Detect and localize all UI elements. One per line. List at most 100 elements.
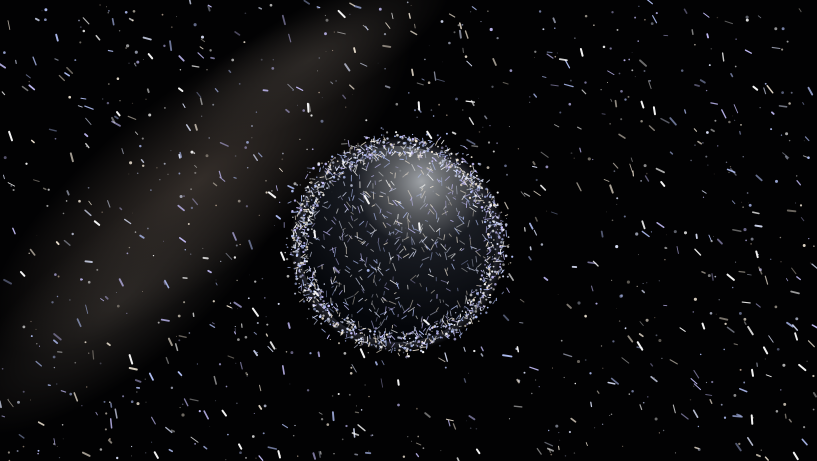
debris-particle — [314, 186, 318, 188]
debris-particle — [368, 151, 370, 153]
star — [135, 391, 138, 393]
debris-particle — [247, 297, 250, 300]
debris-particle — [387, 196, 390, 202]
star — [317, 70, 319, 72]
debris-particle — [500, 255, 503, 257]
debris-particle — [35, 360, 42, 367]
debris-particle — [380, 340, 383, 345]
debris-particle — [796, 180, 802, 186]
debris-particle — [636, 341, 644, 351]
debris-particle — [322, 165, 325, 169]
debris-particle — [489, 210, 493, 215]
debris-particle — [529, 246, 532, 251]
debris-particle — [412, 133, 414, 136]
debris-particle — [360, 146, 366, 151]
debris-particle — [391, 145, 394, 148]
debris-particle — [714, 275, 717, 278]
debris-particle — [85, 304, 89, 314]
debris-particle — [431, 157, 438, 162]
debris-particle — [412, 250, 417, 257]
debris-particle — [641, 289, 646, 294]
star — [235, 362, 237, 364]
debris-particle — [44, 8, 48, 12]
debris-particle — [337, 392, 340, 396]
debris-particle — [480, 186, 483, 190]
debris-particle — [130, 400, 134, 404]
debris-particle — [77, 105, 83, 108]
debris-particle — [409, 337, 411, 340]
debris-particle — [422, 341, 426, 344]
debris-particle — [446, 336, 450, 340]
debris-particle — [404, 141, 407, 145]
star — [570, 152, 573, 155]
debris-particle — [799, 204, 803, 207]
debris-particle — [327, 304, 331, 308]
debris-particle — [64, 72, 71, 77]
debris-particle — [532, 161, 536, 166]
debris-particle — [379, 345, 383, 349]
star — [134, 231, 137, 233]
debris-particle — [119, 207, 123, 211]
debris-particle — [330, 314, 333, 318]
star — [741, 201, 743, 203]
debris-particle — [462, 47, 464, 53]
debris-particle — [639, 321, 644, 326]
star — [147, 227, 149, 230]
debris-particle — [445, 195, 450, 202]
debris-particle — [374, 163, 381, 168]
debris-particle — [439, 298, 442, 304]
debris-particle — [393, 143, 395, 145]
debris-particle — [127, 115, 137, 120]
debris-particle — [287, 322, 291, 329]
debris-particle — [384, 306, 387, 314]
debris-particle — [377, 266, 382, 270]
debris-particle — [409, 332, 412, 335]
debris-particle — [303, 289, 306, 292]
star — [795, 202, 797, 204]
debris-particle — [421, 322, 424, 329]
debris-particle — [370, 229, 376, 238]
debris-particle — [104, 428, 107, 431]
debris-particle — [403, 154, 405, 156]
debris-particle — [379, 152, 383, 155]
debris-particle — [440, 326, 443, 329]
debris-particle — [600, 89, 602, 91]
debris-particle — [496, 36, 499, 40]
debris-particle — [479, 182, 482, 185]
debris-particle — [755, 250, 759, 259]
star — [318, 91, 320, 94]
debris-particle — [382, 296, 386, 301]
debris-particle — [811, 263, 817, 269]
debris-particle — [401, 304, 405, 313]
debris-particle — [373, 212, 377, 221]
debris-particle — [486, 272, 491, 278]
debris-particle — [234, 326, 236, 328]
debris-particle — [238, 83, 241, 85]
debris-particle — [308, 297, 313, 303]
debris-particle — [382, 215, 389, 218]
debris-particle — [673, 230, 677, 234]
debris-particle — [369, 223, 376, 231]
debris-particle — [477, 303, 480, 306]
debris-particle — [694, 43, 696, 46]
debris-particle — [402, 253, 410, 258]
debris-particle — [132, 9, 136, 13]
debris-particle — [416, 137, 418, 140]
star — [800, 10, 802, 13]
debris-particle — [457, 211, 460, 215]
debris-particle — [546, 447, 554, 452]
debris-particle — [141, 137, 144, 140]
debris-particle — [211, 322, 215, 325]
debris-particle — [472, 314, 475, 316]
debris-particle — [320, 322, 323, 325]
debris-particle — [794, 332, 799, 341]
debris-particle — [421, 78, 425, 81]
debris-particle — [44, 18, 47, 22]
debris-particle — [427, 174, 434, 181]
debris-particle — [472, 195, 476, 198]
debris-particle — [493, 270, 497, 273]
debris-particle — [691, 29, 694, 35]
debris-particle — [475, 190, 481, 199]
debris-particle — [326, 172, 329, 175]
debris-particle — [182, 103, 186, 109]
